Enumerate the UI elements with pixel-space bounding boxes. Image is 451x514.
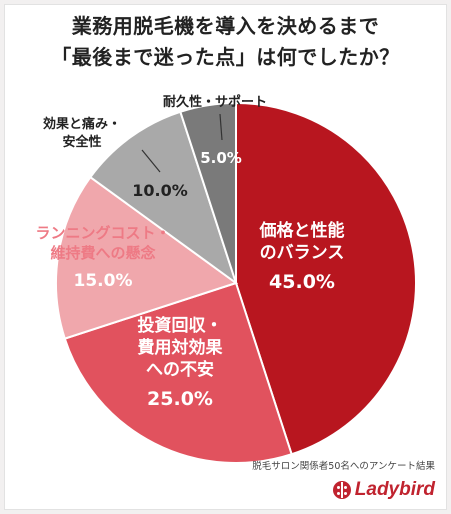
pie-slice [88,110,238,286]
slice-label-group: 効果と痛み・安全性 10.0% [43,116,188,200]
slice-name-label: 効果と痛み・ [43,116,121,132]
source-note: 脱毛サロン関係者50名へのアンケート結果 [252,461,435,472]
chart-title-line-2: 「最後まで迷った点」は何でしたか？ [51,45,400,69]
slice-label-group: 耐久性・サポート 5.0% [163,94,267,167]
brand-logo: Ladybird [332,478,435,502]
slice-percent-label: 5.0% [200,149,242,167]
slice-name-label: のバランス [260,243,345,263]
ladybug-icon [332,481,351,499]
pie-slice [63,281,293,464]
slice-name-label: 安全性 [62,134,101,150]
slice-label-group: ランニングコスト・維持費への懸念 15.0% [35,224,170,291]
slice-name-label: 価格と性能 [259,220,345,241]
slice-name-label: への不安 [146,359,214,380]
logo-text: Ladybird [354,479,435,500]
slice-percent-label: 15.0% [74,271,133,291]
slice-name-label: 維持費への懸念 [50,244,155,262]
slice-percent-label: 25.0% [147,388,213,410]
pie-slice [179,101,237,284]
slice-name-label: 耐久性・サポート [163,94,267,110]
slice-name-label: 費用対効果 [138,337,223,358]
slice-name-label: 投資回収・ [138,315,223,336]
slice-percent-label: 45.0% [269,271,335,293]
pie-slice [235,101,417,456]
slice-name-label: ランニングコスト・ [35,224,170,242]
leader-line [141,149,161,173]
slice-percent-label: 10.0% [132,181,188,200]
pie-slice [55,175,239,340]
chart-title-line-1: 業務用脱毛機を導入を決めるまで [71,14,380,38]
leader-line [219,113,223,141]
